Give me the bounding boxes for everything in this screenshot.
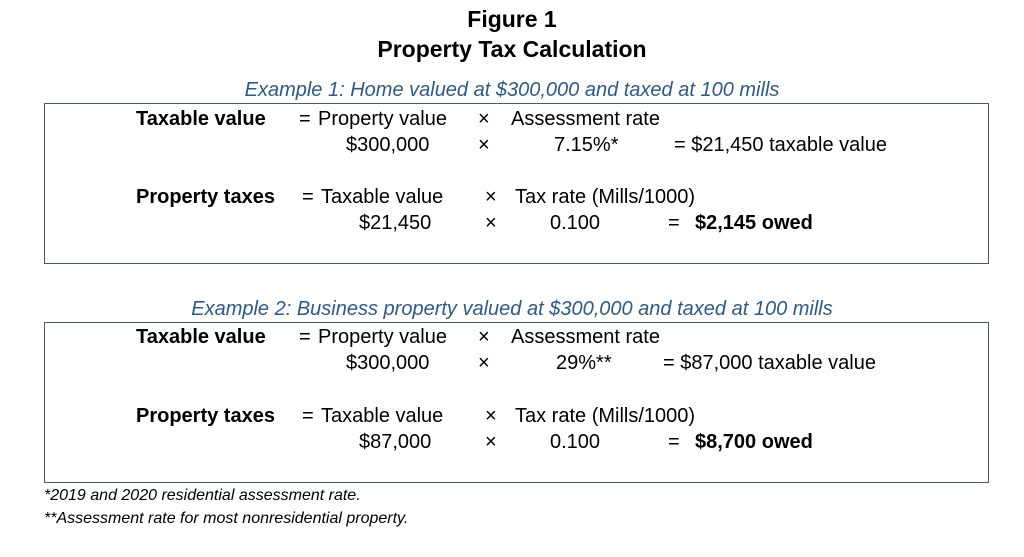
example-1-taxable-value2: 7.15%* [554, 134, 619, 156]
example-2-taxes-label: Property taxes [136, 405, 275, 427]
example-2-taxes-term2: Tax rate (Mills/1000) [515, 405, 696, 427]
example-1-taxable-label: Taxable value [136, 108, 266, 130]
example-1-taxes-result: $2,145 owed [695, 212, 813, 234]
example-2-taxable-label: Taxable value [136, 326, 266, 348]
example-1-taxable-op: × [478, 108, 490, 130]
footnote-residential: *2019 and 2020 residential assessment ra… [44, 487, 361, 504]
example-1-taxes-eq: = [302, 186, 314, 208]
example-2-taxes-value1: $87,000 [359, 431, 432, 453]
example-1-taxes-value2: 0.100 [550, 212, 601, 234]
example-1-taxable-op2: × [478, 134, 490, 156]
example-2-taxable-result: = $87,000 taxable value [663, 352, 876, 374]
example-1-taxable-term1: Property value [318, 108, 447, 130]
example-1-taxes-value1: $21,450 [359, 212, 432, 234]
example-2-taxable-term2: Assessment rate [511, 326, 660, 348]
example-1-taxes-op2: × [485, 212, 497, 234]
example-1-taxes-term2: Tax rate (Mills/1000) [515, 186, 696, 208]
example-2-taxes-op: × [485, 405, 497, 427]
example-2-taxable-op: × [478, 326, 490, 348]
example-2-taxes-term1: Taxable value [321, 405, 444, 427]
example-1-taxable-result: = $21,450 taxable value [674, 134, 887, 156]
example-1-taxes-result-eq: = [668, 212, 680, 234]
example-2-title: Example 2: Business property valued at $… [191, 298, 833, 320]
example-2-taxable-op2: × [478, 352, 490, 374]
example-1-taxes-label: Property taxes [136, 186, 275, 208]
example-2-taxes-result-eq: = [668, 431, 680, 453]
example-1-taxable-eq: = [299, 108, 311, 130]
example-2-taxable-eq: = [299, 326, 311, 348]
example-2-taxes-eq: = [302, 405, 314, 427]
figure-title: Property Tax Calculation [377, 36, 647, 62]
example-1-taxable-term2: Assessment rate [511, 108, 660, 130]
example-2-taxes-op2: × [485, 431, 497, 453]
example-2-box [44, 322, 989, 483]
example-2-taxable-value2: 29%** [556, 352, 612, 374]
example-2-taxes-result: $8,700 owed [695, 431, 813, 453]
example-2-taxable-term1: Property value [318, 326, 447, 348]
example-1-title: Example 1: Home valued at $300,000 and t… [244, 79, 780, 101]
example-2-taxes-value2: 0.100 [550, 431, 601, 453]
example-2-taxable-value1: $300,000 [346, 352, 430, 374]
example-1-box [44, 103, 989, 264]
example-1-taxes-op: × [485, 186, 497, 208]
example-1-taxable-value1: $300,000 [346, 134, 430, 156]
footnote-nonresidential: **Assessment rate for most nonresidentia… [44, 510, 409, 527]
figure-label: Figure 1 [467, 6, 557, 32]
example-1-taxes-term1: Taxable value [321, 186, 444, 208]
